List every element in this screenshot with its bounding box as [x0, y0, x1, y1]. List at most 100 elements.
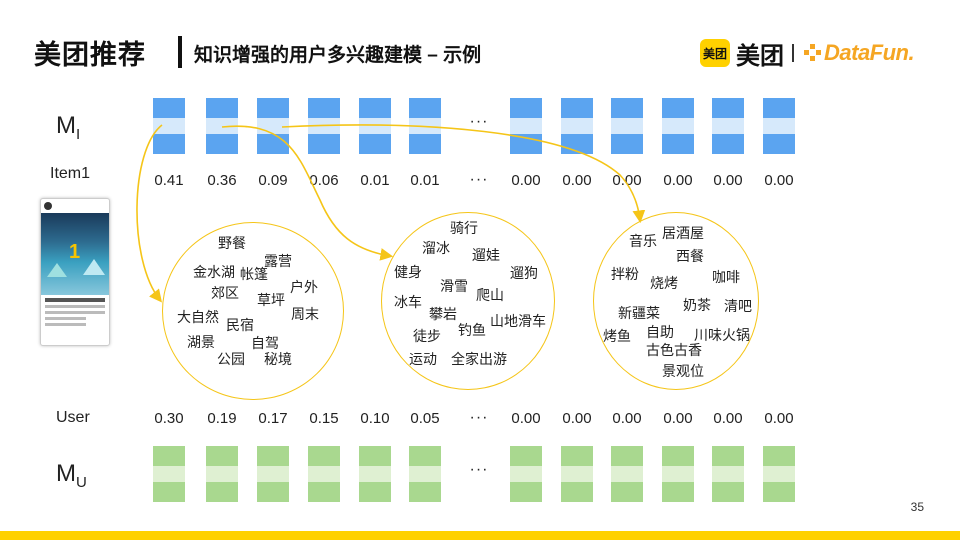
interest-keyword: 爬山 [476, 287, 504, 303]
post-image: 1 [41, 213, 109, 295]
interest-keyword: 徒步 [413, 328, 441, 344]
mi-embedding-block [206, 98, 238, 154]
title-divider [178, 36, 182, 68]
interest-keyword: 郊区 [211, 285, 239, 301]
interest-keyword: 清吧 [724, 298, 752, 314]
interest-keyword: 烧烤 [650, 275, 678, 291]
page-title: 美团推荐 [34, 40, 146, 70]
interest-cluster-3 [593, 212, 759, 390]
mu-embedding-block [712, 446, 744, 502]
mi-ellipsis: ··· [469, 113, 489, 130]
post-text-line [45, 311, 105, 314]
interest-keyword: 奶茶 [683, 297, 711, 313]
post-footer-line [45, 323, 86, 326]
mi-embedding-block [359, 98, 391, 154]
item-value: 0.41 [154, 172, 184, 189]
interest-keyword: 古色古香 [646, 342, 702, 358]
mi-embedding-block [409, 98, 441, 154]
interest-keyword: 湖景 [187, 334, 215, 350]
arrow-to-cluster-2 [221, 125, 394, 261]
item-value: 0.00 [764, 172, 794, 189]
item-value: 0.00 [663, 172, 693, 189]
interest-keyword: 公园 [217, 351, 245, 367]
mu-embedding-block [561, 446, 593, 502]
mu-embedding-block [409, 446, 441, 502]
interest-keyword: 健身 [394, 264, 422, 280]
item-value: 0.00 [713, 172, 743, 189]
user-value: 0.10 [360, 410, 390, 427]
interest-keyword: 户外 [290, 279, 318, 295]
arrow-to-cluster-1 [136, 124, 163, 303]
interest-keyword: 居酒屋 [662, 225, 704, 241]
user-value: 0.05 [410, 410, 440, 427]
user-value: 0.00 [612, 410, 642, 427]
user-value: 0.00 [511, 410, 541, 427]
mu-embedding-block [206, 446, 238, 502]
datafun-brand-name: DataFun. [824, 40, 915, 65]
item-value: 0.00 [612, 172, 642, 189]
interest-cluster-2 [381, 212, 555, 390]
mi-embedding-block [611, 98, 643, 154]
brand-logos: 美团 美团 DataFun. [700, 38, 915, 70]
interest-keyword: 金水湖 [193, 264, 235, 280]
interest-keyword: 景观位 [662, 363, 704, 379]
arrow-to-cluster-3 [281, 124, 646, 224]
interest-keyword: 野餐 [218, 235, 246, 251]
meituan-brand-name: 美团 [736, 42, 784, 70]
interest-keyword: 咖啡 [712, 269, 740, 285]
meituan-logo-badge: 美团 [700, 39, 730, 67]
brand-separator [792, 44, 794, 62]
mu-embedding-block [510, 446, 542, 502]
interest-keyword: 遛狗 [510, 265, 538, 281]
interest-keyword: 冰车 [394, 294, 422, 310]
mu-embedding-block [611, 446, 643, 502]
interest-keyword: 音乐 [629, 233, 657, 249]
interest-keyword: 草坪 [257, 292, 285, 308]
user-value: 0.19 [207, 410, 237, 427]
item-value: 0.00 [562, 172, 592, 189]
mi-embedding-block [662, 98, 694, 154]
mi-embedding-block [308, 98, 340, 154]
page-number: 35 [910, 500, 924, 514]
user-value: 0.00 [663, 410, 693, 427]
mi-embedding-block [153, 98, 185, 154]
post-title-line [45, 298, 105, 302]
interest-keyword: 自助 [646, 324, 674, 340]
interest-keyword: 川味火锅 [694, 327, 750, 343]
mu-embedding-block [359, 446, 391, 502]
user-value: 0.00 [713, 410, 743, 427]
interest-keyword: 民宿 [226, 317, 254, 333]
mu-embedding-block [153, 446, 185, 502]
tent-shape [83, 259, 105, 275]
bottom-accent-bar [0, 531, 960, 540]
interest-keyword: 遛娃 [472, 247, 500, 263]
mu-embedding-block [662, 446, 694, 502]
item-value: 0.01 [410, 172, 440, 189]
interest-keyword: 周末 [291, 306, 319, 322]
mu-embedding-block [257, 446, 289, 502]
item-label: Item1 [50, 165, 91, 182]
item-ellipsis: ··· [469, 171, 489, 188]
user-value: 0.00 [562, 410, 592, 427]
item-value: 0.36 [207, 172, 237, 189]
item-post-thumbnail: 1 [40, 198, 110, 346]
post-author-row [41, 199, 109, 213]
interest-keyword: 攀岩 [429, 306, 457, 322]
mu-label: MU [56, 460, 87, 491]
interest-keyword: 滑雪 [440, 278, 468, 294]
datafun-logo-icon [804, 44, 821, 61]
mu-ellipsis: ··· [469, 461, 489, 478]
interest-keyword: 新疆菜 [618, 305, 660, 321]
item-value: 0.09 [258, 172, 288, 189]
interest-keyword: 西餐 [676, 248, 704, 264]
mu-embedding-block [763, 446, 795, 502]
avatar [44, 202, 52, 210]
item-value: 0.06 [309, 172, 339, 189]
user-value: 0.30 [154, 410, 184, 427]
interest-keyword: 全家出游 [451, 351, 507, 367]
item-value: 0.00 [511, 172, 541, 189]
mi-embedding-block [763, 98, 795, 154]
item-value: 0.01 [360, 172, 390, 189]
tent-shape [47, 263, 67, 277]
interest-keyword: 钓鱼 [458, 322, 486, 338]
